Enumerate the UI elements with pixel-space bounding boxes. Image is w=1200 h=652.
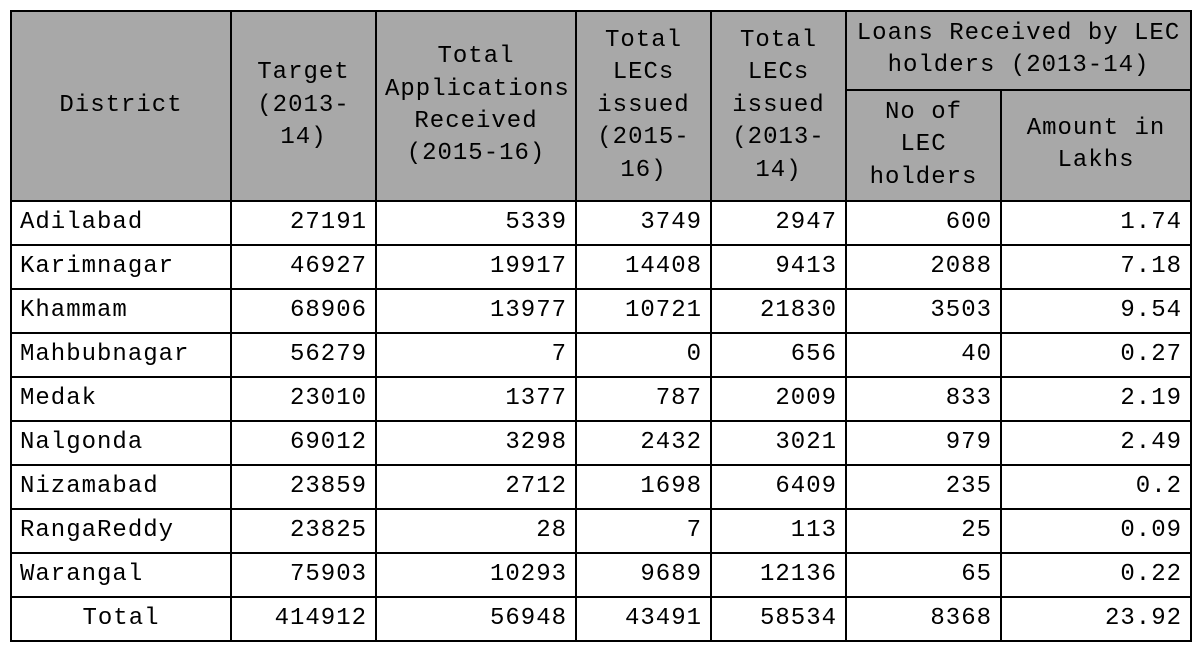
cell-district: Warangal xyxy=(11,553,231,597)
cell-district: Khammam xyxy=(11,289,231,333)
cell-apps: 1377 xyxy=(376,377,576,421)
cell-lecs-1314: 9413 xyxy=(711,245,846,289)
cell-lecs-1516: 9689 xyxy=(576,553,711,597)
cell-target: 27191 xyxy=(231,201,376,245)
cell-district: Adilabad xyxy=(11,201,231,245)
cell-apps: 13977 xyxy=(376,289,576,333)
table-row: Nizamabad 23859 2712 1698 6409 235 0.2 xyxy=(11,465,1191,509)
table-row: RangaReddy 23825 28 7 113 25 0.09 xyxy=(11,509,1191,553)
cell-holders: 235 xyxy=(846,465,1001,509)
cell-district: Nalgonda xyxy=(11,421,231,465)
cell-total-label: Total xyxy=(11,597,231,641)
cell-holders: 65 xyxy=(846,553,1001,597)
table-row: Medak 23010 1377 787 2009 833 2.19 xyxy=(11,377,1191,421)
cell-lecs-1516: 787 xyxy=(576,377,711,421)
cell-target: 68906 xyxy=(231,289,376,333)
table-row: Adilabad 27191 5339 3749 2947 600 1.74 xyxy=(11,201,1191,245)
cell-lecs-1516: 7 xyxy=(576,509,711,553)
cell-total-target: 414912 xyxy=(231,597,376,641)
cell-apps: 7 xyxy=(376,333,576,377)
cell-lecs-1516: 14408 xyxy=(576,245,711,289)
cell-holders: 40 xyxy=(846,333,1001,377)
cell-target: 56279 xyxy=(231,333,376,377)
cell-lecs-1314: 2947 xyxy=(711,201,846,245)
cell-total-lecs-1314: 58534 xyxy=(711,597,846,641)
cell-apps: 28 xyxy=(376,509,576,553)
table-header: District Target (2013-14) Total Applicat… xyxy=(11,11,1191,201)
header-lecs-1314: Total LECs issued (2013-14) xyxy=(711,11,846,201)
cell-amount: 0.22 xyxy=(1001,553,1191,597)
cell-lecs-1314: 12136 xyxy=(711,553,846,597)
cell-target: 46927 xyxy=(231,245,376,289)
cell-total-amount: 23.92 xyxy=(1001,597,1191,641)
header-lecs-1516: Total LECs issued (2015-16) xyxy=(576,11,711,201)
cell-holders: 600 xyxy=(846,201,1001,245)
cell-target: 75903 xyxy=(231,553,376,597)
cell-amount: 0.09 xyxy=(1001,509,1191,553)
cell-district: Karimnagar xyxy=(11,245,231,289)
cell-amount: 7.18 xyxy=(1001,245,1191,289)
cell-total-lecs-1516: 43491 xyxy=(576,597,711,641)
table-body: Adilabad 27191 5339 3749 2947 600 1.74 K… xyxy=(11,201,1191,641)
cell-lecs-1516: 1698 xyxy=(576,465,711,509)
cell-lecs-1516: 2432 xyxy=(576,421,711,465)
cell-target: 23825 xyxy=(231,509,376,553)
header-district: District xyxy=(11,11,231,201)
cell-lecs-1314: 21830 xyxy=(711,289,846,333)
cell-amount: 1.74 xyxy=(1001,201,1191,245)
table-row: Mahbubnagar 56279 7 0 656 40 0.27 xyxy=(11,333,1191,377)
lec-summary-table: District Target (2013-14) Total Applicat… xyxy=(10,10,1192,642)
table-row: Warangal 75903 10293 9689 12136 65 0.22 xyxy=(11,553,1191,597)
cell-amount: 0.27 xyxy=(1001,333,1191,377)
cell-target: 69012 xyxy=(231,421,376,465)
cell-apps: 2712 xyxy=(376,465,576,509)
cell-target: 23859 xyxy=(231,465,376,509)
header-holders: No of LEC holders xyxy=(846,90,1001,201)
cell-lecs-1516: 3749 xyxy=(576,201,711,245)
cell-district: Nizamabad xyxy=(11,465,231,509)
cell-district: Mahbubnagar xyxy=(11,333,231,377)
header-apps: Total Applications Received (2015-16) xyxy=(376,11,576,201)
cell-amount: 2.49 xyxy=(1001,421,1191,465)
table-row: Karimnagar 46927 19917 14408 9413 2088 7… xyxy=(11,245,1191,289)
cell-apps: 5339 xyxy=(376,201,576,245)
cell-apps: 3298 xyxy=(376,421,576,465)
cell-district: Medak xyxy=(11,377,231,421)
cell-lecs-1516: 10721 xyxy=(576,289,711,333)
header-loans-group: Loans Received by LEC holders (2013-14) xyxy=(846,11,1191,90)
table-total-row: Total 414912 56948 43491 58534 8368 23.9… xyxy=(11,597,1191,641)
cell-lecs-1314: 656 xyxy=(711,333,846,377)
cell-amount: 2.19 xyxy=(1001,377,1191,421)
cell-total-apps: 56948 xyxy=(376,597,576,641)
cell-holders: 833 xyxy=(846,377,1001,421)
cell-amount: 9.54 xyxy=(1001,289,1191,333)
table-row: Khammam 68906 13977 10721 21830 3503 9.5… xyxy=(11,289,1191,333)
cell-lecs-1314: 6409 xyxy=(711,465,846,509)
cell-holders: 2088 xyxy=(846,245,1001,289)
cell-lecs-1516: 0 xyxy=(576,333,711,377)
cell-total-holders: 8368 xyxy=(846,597,1001,641)
cell-apps: 10293 xyxy=(376,553,576,597)
header-target: Target (2013-14) xyxy=(231,11,376,201)
cell-district: RangaReddy xyxy=(11,509,231,553)
header-amount: Amount in Lakhs xyxy=(1001,90,1191,201)
cell-lecs-1314: 113 xyxy=(711,509,846,553)
cell-lecs-1314: 3021 xyxy=(711,421,846,465)
cell-apps: 19917 xyxy=(376,245,576,289)
cell-holders: 25 xyxy=(846,509,1001,553)
cell-holders: 3503 xyxy=(846,289,1001,333)
cell-amount: 0.2 xyxy=(1001,465,1191,509)
table-row: Nalgonda 69012 3298 2432 3021 979 2.49 xyxy=(11,421,1191,465)
cell-lecs-1314: 2009 xyxy=(711,377,846,421)
cell-holders: 979 xyxy=(846,421,1001,465)
cell-target: 23010 xyxy=(231,377,376,421)
